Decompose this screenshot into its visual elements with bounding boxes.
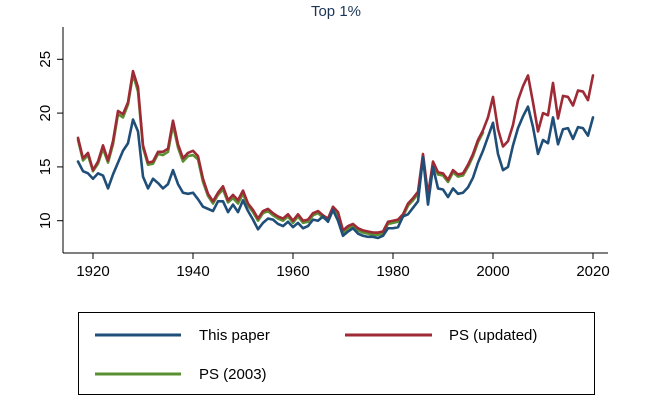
y-tick-label: 10: [37, 212, 54, 229]
series-line-ps-updated: [76, 69, 595, 234]
legend: This paper PS (updated) PS (2003): [78, 312, 595, 395]
legend-label-ps-2003: PS (2003): [199, 366, 267, 383]
y-tick-label: 20: [37, 105, 54, 122]
series-layer: [76, 69, 595, 240]
x-tick-label: 1980: [376, 263, 409, 280]
x-tick-label: 2000: [476, 263, 509, 280]
chart-title: Top 1%: [311, 3, 361, 20]
plot-area: 10 15 20 25 1920 1940 1960 1980 2000 2020: [37, 27, 610, 280]
legend-label-ps-updated: PS (updated): [449, 327, 537, 344]
series-line-this-paper: [76, 105, 595, 240]
x-tick-label: 1940: [176, 263, 209, 280]
y-tick-label: 25: [37, 51, 54, 68]
y-tick-label: 15: [37, 159, 54, 176]
legend-label-this-paper: This paper: [199, 327, 270, 344]
legend-box: [78, 312, 595, 395]
x-tick-label: 2020: [576, 263, 609, 280]
x-tick-label: 1960: [276, 263, 309, 280]
x-tick-label: 1920: [76, 263, 109, 280]
